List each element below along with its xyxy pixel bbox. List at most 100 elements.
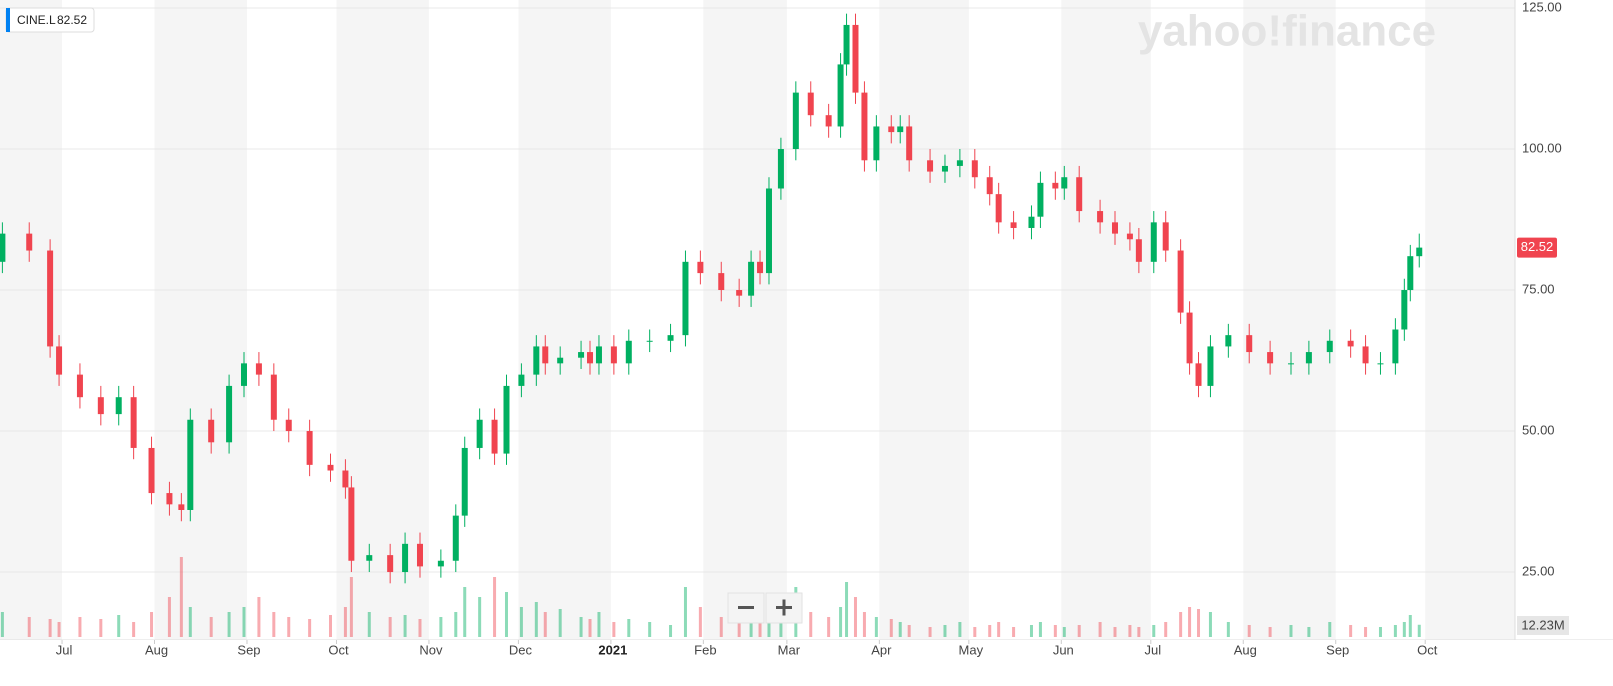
volume-layer: [0, 557, 1421, 637]
volume-bar: [117, 615, 121, 637]
last-volume-box: [1517, 616, 1569, 635]
volume-bar: [1349, 625, 1353, 637]
volume-bar: [27, 617, 31, 637]
candle-body: [476, 419, 483, 448]
candle-body: [387, 555, 394, 573]
candle-layer: [0, 13, 1423, 584]
volume-bar: [1053, 625, 1057, 637]
volume-bar: [48, 619, 52, 637]
candle-body: [873, 126, 880, 161]
month-band: [1243, 0, 1336, 640]
candle-body: [366, 555, 373, 561]
candle-body: [452, 515, 459, 561]
volume-bar: [57, 622, 61, 637]
month-band: [518, 0, 611, 640]
volume-bar: [242, 607, 246, 637]
candle-body: [971, 160, 978, 178]
candle-body: [843, 24, 850, 65]
candle-body: [557, 357, 564, 364]
volume-bar: [845, 582, 849, 637]
candle-body: [533, 346, 540, 375]
volume-bar: [669, 625, 673, 637]
candle-body: [1305, 352, 1312, 364]
candle-body: [595, 346, 602, 364]
volume-bar: [874, 617, 878, 637]
x-tick-label: Jul: [1144, 642, 1161, 657]
candle-body: [1162, 222, 1169, 251]
volume-bar: [257, 597, 261, 637]
x-tick-label: Oct: [1417, 642, 1438, 657]
volume-bar: [188, 607, 192, 637]
x-tick-label: Sep: [237, 642, 260, 657]
volume-bar: [737, 619, 741, 637]
x-tick-label: May: [959, 642, 984, 657]
volume-bar: [1307, 627, 1311, 637]
candle-body: [1392, 329, 1399, 364]
candle-body: [342, 470, 349, 488]
volume-bar: [973, 627, 977, 637]
zoom-in-button[interactable]: [765, 592, 803, 624]
month-band: [1425, 0, 1515, 640]
y-tick-label: 125.00: [1522, 0, 1562, 14]
candle-body: [1267, 352, 1274, 364]
ticker-badge[interactable]: CINE.L 82.52: [5, 7, 95, 33]
candle-body: [587, 352, 594, 364]
volume-bar: [928, 627, 932, 637]
last-price-box: [1517, 237, 1557, 258]
volume-bar: [504, 592, 508, 637]
volume-bar: [1179, 612, 1183, 637]
volume-bar: [1164, 622, 1168, 637]
month-band: [1061, 0, 1151, 640]
volume-bar: [78, 617, 82, 637]
last-volume-label: 12.23M: [1521, 617, 1564, 632]
y-tick-label: 100.00: [1522, 140, 1562, 155]
volume-bar: [579, 617, 583, 637]
volume-bar: [1113, 627, 1117, 637]
volume-bar: [439, 617, 443, 637]
candle-body: [1362, 346, 1369, 364]
candle-body: [240, 363, 247, 386]
candle-body: [941, 165, 948, 172]
candle-body: [1246, 335, 1253, 353]
candle-body: [1377, 363, 1384, 365]
month-band: [154, 0, 247, 640]
volume-bar: [898, 622, 902, 637]
candle-body: [682, 261, 689, 336]
volume-bar: [403, 615, 407, 637]
x-tick-label: Sep: [1326, 642, 1349, 657]
volume-bar: [418, 619, 422, 637]
volume-bar: [1393, 625, 1397, 637]
candle-body: [1028, 216, 1035, 228]
volume-bar: [478, 597, 482, 637]
x-tick-label: 2021: [598, 642, 627, 657]
volume-bar: [1378, 627, 1382, 637]
candle-body: [1287, 363, 1294, 365]
candle-body: [402, 543, 409, 573]
volume-bar: [889, 619, 893, 637]
candle-body: [518, 374, 525, 386]
candle-body: [861, 92, 868, 161]
volume-bar: [349, 577, 353, 637]
candle-body: [0, 233, 6, 262]
month-band: [703, 0, 787, 640]
volume-bar: [1226, 622, 1230, 637]
candle-body: [166, 493, 173, 505]
x-tick-label: Feb: [694, 642, 716, 657]
volume-bar: [839, 607, 843, 637]
candle-body: [503, 385, 510, 454]
candle-body: [807, 92, 814, 116]
volume-bar: [1029, 625, 1033, 637]
candle-body: [897, 126, 904, 133]
volume-bar: [1364, 627, 1368, 637]
candle-body: [718, 273, 725, 291]
candle-body: [1347, 340, 1354, 347]
volume-bar: [543, 612, 547, 637]
candle-body: [1010, 222, 1017, 228]
last-price-label: 82.52: [1521, 239, 1554, 254]
ticker: CINE.L: [17, 13, 56, 27]
volume-bar: [1197, 609, 1201, 637]
candle-body: [1177, 250, 1184, 313]
background-layer: [0, 0, 1515, 640]
zoom-out-button[interactable]: [727, 592, 765, 624]
watermark: yahoo!finance: [1138, 7, 1436, 56]
